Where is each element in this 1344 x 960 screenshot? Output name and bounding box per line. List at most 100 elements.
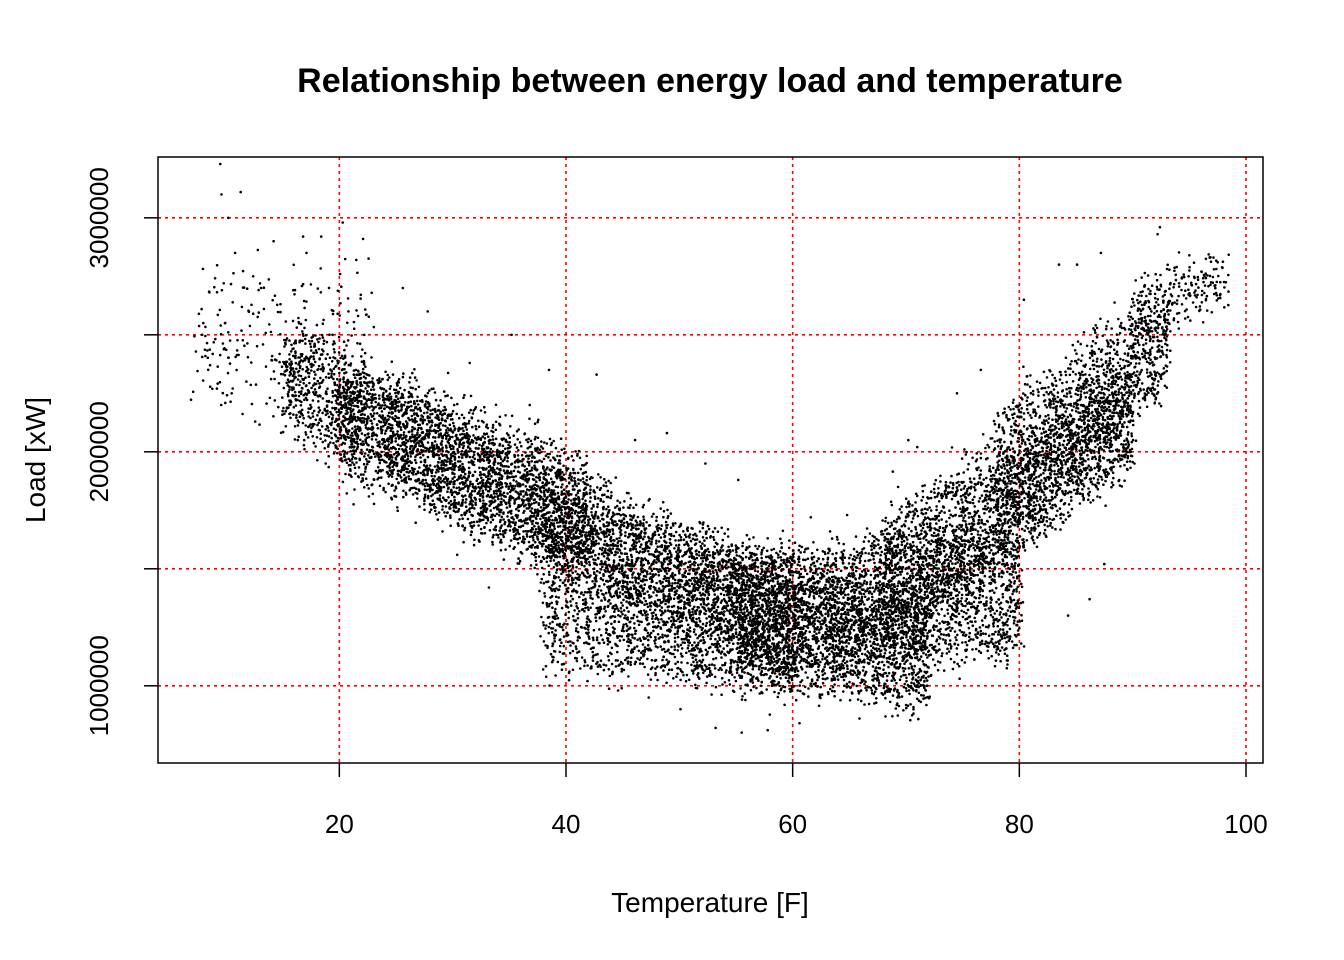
data-point: [469, 533, 473, 537]
data-point: [336, 398, 340, 401]
data-point: [652, 591, 655, 594]
data-point: [445, 437, 448, 440]
data-point: [520, 453, 524, 457]
data-point: [472, 450, 476, 454]
data-point: [345, 452, 349, 455]
data-point: [659, 582, 663, 585]
data-point: [404, 448, 408, 451]
data-point: [556, 491, 560, 495]
data-point: [268, 396, 272, 400]
data-point: [532, 474, 535, 477]
data-point: [348, 391, 352, 394]
data-point: [302, 382, 306, 385]
data-point: [678, 533, 681, 537]
data-point: [204, 354, 207, 358]
data-point: [484, 468, 488, 471]
data-point: [1057, 263, 1061, 266]
data-point: [502, 518, 505, 521]
data-point: [327, 363, 331, 366]
data-point: [570, 475, 573, 479]
data-point: [716, 530, 720, 533]
data-point: [798, 721, 801, 725]
data-point: [322, 342, 326, 346]
data-point: [581, 477, 585, 480]
data-point: [494, 479, 497, 482]
data-point: [483, 531, 487, 535]
data-point: [514, 475, 518, 478]
data-point: [241, 269, 245, 273]
data-point: [426, 441, 430, 444]
data-point: [365, 381, 368, 385]
data-point: [336, 312, 339, 316]
data-point: [731, 567, 735, 571]
data-point: [372, 388, 376, 391]
data-point: [616, 541, 620, 544]
data-point: [632, 506, 635, 510]
data-point: [287, 390, 290, 394]
data-point: [426, 415, 430, 418]
data-point: [664, 530, 667, 534]
data-point: [321, 363, 324, 366]
data-point: [455, 486, 459, 490]
data-point: [431, 488, 434, 492]
data-point: [583, 518, 586, 521]
data-point: [409, 452, 412, 455]
data-point: [642, 597, 646, 600]
data-point: [450, 412, 454, 416]
data-point: [523, 432, 527, 435]
data-point: [360, 355, 363, 358]
data-point: [631, 581, 634, 584]
data-point: [628, 514, 632, 517]
data-point: [321, 322, 325, 326]
data-point: [297, 374, 301, 377]
data-point: [294, 350, 297, 353]
data-point: [467, 422, 471, 425]
data-point: [359, 373, 362, 376]
data-point: [246, 342, 249, 345]
data-point: [551, 480, 554, 484]
data-point: [296, 370, 300, 374]
data-point: [537, 555, 541, 558]
data-point: [300, 386, 304, 390]
data-point: [372, 407, 376, 410]
data-point: [428, 416, 432, 419]
data-point: [444, 505, 448, 508]
data-point: [423, 484, 427, 488]
data-point: [247, 309, 250, 313]
data-point: [516, 541, 520, 545]
data-point: [461, 426, 464, 430]
data-point: [449, 507, 452, 510]
data-point: [356, 342, 359, 345]
data-point: [487, 586, 491, 589]
data-point: [451, 431, 455, 434]
data-point: [289, 412, 292, 415]
data-point: [359, 388, 362, 392]
data-point: [745, 533, 749, 537]
data-point: [463, 393, 466, 397]
data-point: [697, 566, 700, 570]
data-point: [573, 476, 576, 480]
data-point: [335, 402, 339, 405]
data-point: [346, 432, 350, 436]
data-point: [489, 521, 493, 524]
data-point: [468, 510, 472, 514]
data-point: [431, 408, 435, 412]
data-point: [356, 373, 360, 377]
data-point: [417, 441, 420, 445]
data-point: [535, 475, 538, 479]
data-point: [441, 474, 444, 477]
data-point: [532, 514, 536, 518]
data-point: [713, 545, 716, 549]
data-point: [446, 457, 450, 460]
data-point: [595, 529, 599, 532]
data-point: [208, 348, 212, 351]
data-point: [494, 437, 498, 441]
data-point: [319, 437, 322, 441]
data-point: [463, 528, 466, 532]
data-point: [363, 351, 367, 355]
data-point: [566, 467, 570, 470]
data-point: [506, 447, 510, 450]
data-point: [325, 405, 329, 408]
data-point: [256, 248, 260, 252]
data-point: [499, 486, 502, 490]
